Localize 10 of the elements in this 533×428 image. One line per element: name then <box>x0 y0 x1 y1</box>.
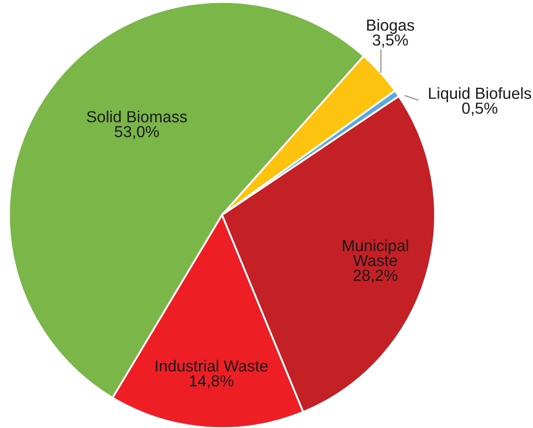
data-label: 0,5% <box>462 102 498 116</box>
slice-label: Biogas <box>367 19 414 34</box>
data-label: 14,8% <box>190 375 234 388</box>
data-label: 53,0% <box>114 126 159 140</box>
slice-label: Liquid Biofuels <box>429 87 532 102</box>
slice-label: Solid Biomass <box>86 110 187 122</box>
slice-label: Municipal Waste <box>342 240 408 266</box>
slice-label: Industrial Waste <box>156 360 268 372</box>
data-label: 28,2% <box>354 270 398 283</box>
data-label: 3,5% <box>372 34 408 48</box>
